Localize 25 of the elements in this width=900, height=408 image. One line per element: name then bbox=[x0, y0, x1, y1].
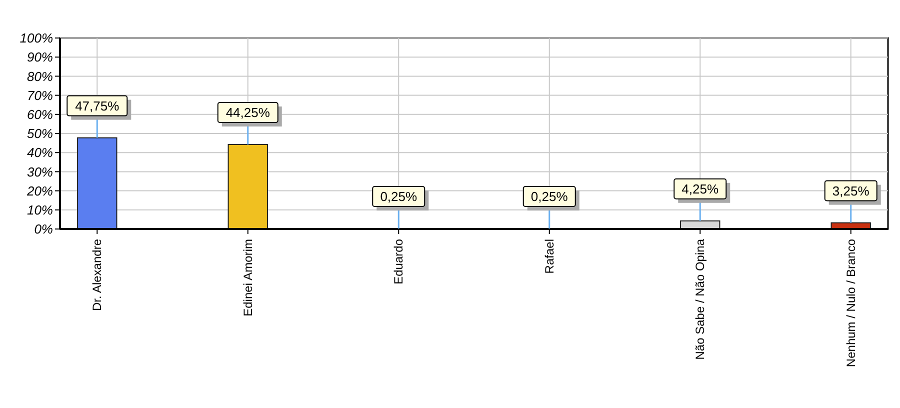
x-tick-label: Dr. Alexandre bbox=[90, 238, 104, 312]
y-tick-label: 50% bbox=[26, 126, 53, 142]
y-tick-label: 30% bbox=[26, 164, 53, 180]
data-label: 0,25% bbox=[380, 189, 418, 204]
y-tick-label: 70% bbox=[26, 88, 53, 103]
y-tick-label: 60% bbox=[26, 106, 53, 122]
x-tick-label: Eduardo bbox=[392, 238, 406, 284]
y-tick-label: 20% bbox=[26, 183, 53, 198]
x-tick-label: Edinei Amorim bbox=[240, 239, 255, 316]
y-tick-label: 10% bbox=[26, 202, 53, 218]
data-label: 47,75% bbox=[75, 98, 120, 114]
y-tick-label: 90% bbox=[26, 50, 53, 65]
bar bbox=[77, 137, 118, 230]
y-tick-label: 0% bbox=[34, 222, 53, 237]
x-tick-label: Rafael bbox=[542, 239, 556, 274]
x-tick-label: Nenhum / Nulo / Branco bbox=[844, 238, 858, 368]
y-tick-label: 100% bbox=[20, 30, 53, 46]
y-tick-label: 80% bbox=[26, 68, 53, 84]
y-tick-label: 40% bbox=[26, 145, 53, 160]
data-label: 4,25% bbox=[682, 181, 719, 196]
data-label: 44,25% bbox=[226, 105, 270, 120]
x-tick-label: Não Sabe / Não Opina bbox=[693, 238, 708, 360]
data-label: 3,25% bbox=[832, 183, 870, 198]
bar bbox=[228, 144, 268, 230]
data-label: 0,25% bbox=[530, 189, 568, 204]
